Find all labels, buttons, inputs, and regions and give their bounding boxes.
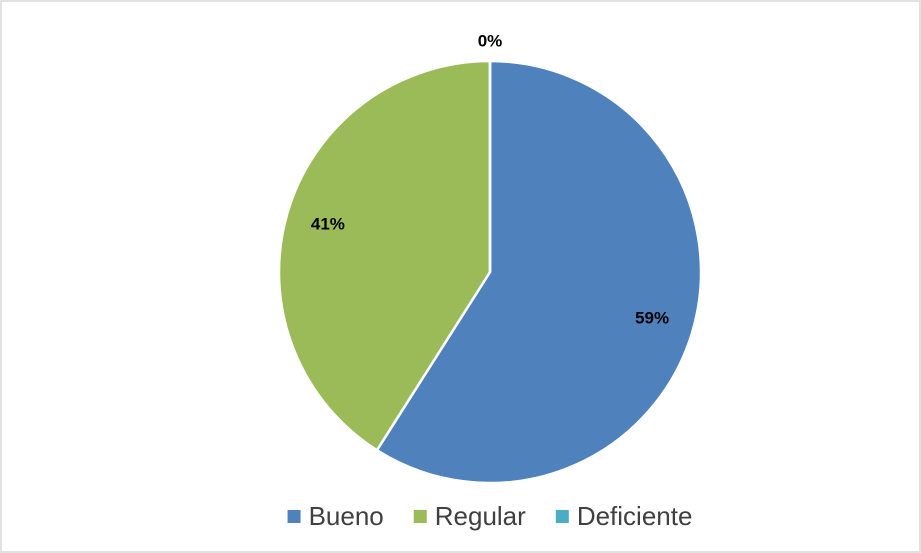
pie-slice [375,59,703,485]
legend-swatch [413,510,427,523]
legend-label: Regular [435,501,526,531]
pie-slice [277,59,492,452]
legend-swatch [287,510,301,523]
legend-label: Deficiente [577,501,693,531]
data-label: 0% [478,31,503,50]
legend-swatch [555,510,569,523]
legend-label: Bueno [309,501,384,531]
data-label: 41% [311,214,345,233]
data-label: 59% [635,309,669,328]
